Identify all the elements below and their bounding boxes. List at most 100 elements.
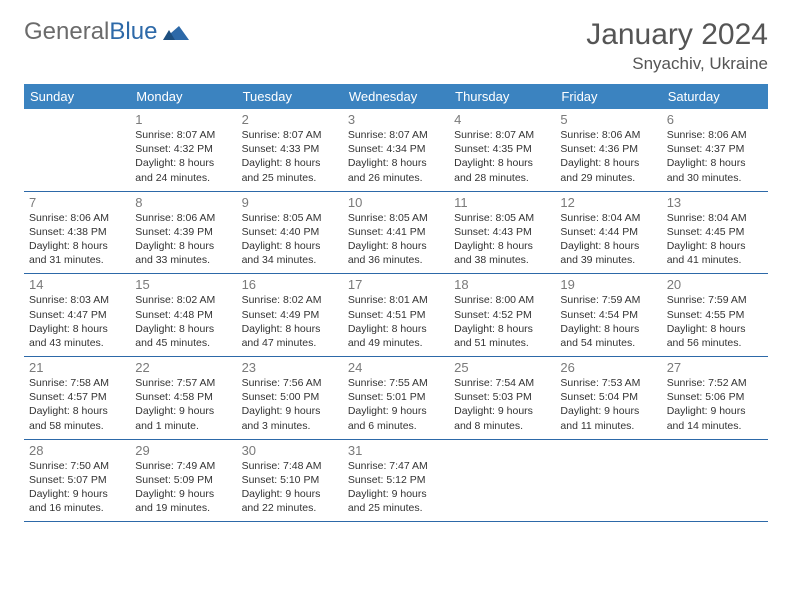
logo-text-1: General [24,18,109,46]
logo-text-2: Blue [109,18,157,46]
calendar-cell: 26Sunrise: 7:53 AMSunset: 5:04 PMDayligh… [555,357,661,440]
calendar-cell: 5Sunrise: 8:06 AMSunset: 4:36 PMDaylight… [555,109,661,191]
day-number: 12 [560,195,656,210]
day-info: Sunrise: 8:07 AMSunset: 4:32 PMDaylight:… [135,128,231,185]
day-number: 16 [242,277,338,292]
day-info: Sunrise: 7:56 AMSunset: 5:00 PMDaylight:… [242,376,338,433]
day-number: 18 [454,277,550,292]
day-info: Sunrise: 8:07 AMSunset: 4:34 PMDaylight:… [348,128,444,185]
weekday-header: Monday [130,84,236,109]
day-number: 23 [242,360,338,375]
location: Snyachiv, Ukraine [586,54,768,74]
calendar-cell: 16Sunrise: 8:02 AMSunset: 4:49 PMDayligh… [237,274,343,357]
calendar-cell: 31Sunrise: 7:47 AMSunset: 5:12 PMDayligh… [343,439,449,522]
calendar-cell: 14Sunrise: 8:03 AMSunset: 4:47 PMDayligh… [24,274,130,357]
calendar-cell: 15Sunrise: 8:02 AMSunset: 4:48 PMDayligh… [130,274,236,357]
day-info: Sunrise: 8:06 AMSunset: 4:36 PMDaylight:… [560,128,656,185]
calendar-cell: 3Sunrise: 8:07 AMSunset: 4:34 PMDaylight… [343,109,449,191]
day-info: Sunrise: 7:49 AMSunset: 5:09 PMDaylight:… [135,459,231,516]
calendar-cell: 30Sunrise: 7:48 AMSunset: 5:10 PMDayligh… [237,439,343,522]
weekday-header: Thursday [449,84,555,109]
day-info: Sunrise: 7:48 AMSunset: 5:10 PMDaylight:… [242,459,338,516]
day-number: 27 [667,360,763,375]
calendar-cell: 9Sunrise: 8:05 AMSunset: 4:40 PMDaylight… [237,191,343,274]
day-info: Sunrise: 8:07 AMSunset: 4:33 PMDaylight:… [242,128,338,185]
calendar-cell: 13Sunrise: 8:04 AMSunset: 4:45 PMDayligh… [662,191,768,274]
day-number: 21 [29,360,125,375]
day-number: 1 [135,112,231,127]
day-info: Sunrise: 7:58 AMSunset: 4:57 PMDaylight:… [29,376,125,433]
day-info: Sunrise: 8:06 AMSunset: 4:38 PMDaylight:… [29,211,125,268]
calendar-week-row: 28Sunrise: 7:50 AMSunset: 5:07 PMDayligh… [24,439,768,522]
calendar-cell [449,439,555,522]
day-number: 19 [560,277,656,292]
day-info: Sunrise: 8:07 AMSunset: 4:35 PMDaylight:… [454,128,550,185]
weekday-header-row: SundayMondayTuesdayWednesdayThursdayFrid… [24,84,768,109]
calendar-table: SundayMondayTuesdayWednesdayThursdayFrid… [24,84,768,522]
calendar-cell: 24Sunrise: 7:55 AMSunset: 5:01 PMDayligh… [343,357,449,440]
calendar-body: 1Sunrise: 8:07 AMSunset: 4:32 PMDaylight… [24,109,768,522]
calendar-week-row: 14Sunrise: 8:03 AMSunset: 4:47 PMDayligh… [24,274,768,357]
calendar-cell: 20Sunrise: 7:59 AMSunset: 4:55 PMDayligh… [662,274,768,357]
day-info: Sunrise: 8:04 AMSunset: 4:44 PMDaylight:… [560,211,656,268]
day-info: Sunrise: 8:02 AMSunset: 4:49 PMDaylight:… [242,293,338,350]
day-number: 25 [454,360,550,375]
day-number: 8 [135,195,231,210]
day-number: 7 [29,195,125,210]
calendar-cell: 1Sunrise: 8:07 AMSunset: 4:32 PMDaylight… [130,109,236,191]
month-title: January 2024 [586,18,768,52]
day-info: Sunrise: 8:04 AMSunset: 4:45 PMDaylight:… [667,211,763,268]
weekday-header: Friday [555,84,661,109]
day-info: Sunrise: 7:50 AMSunset: 5:07 PMDaylight:… [29,459,125,516]
day-info: Sunrise: 8:03 AMSunset: 4:47 PMDaylight:… [29,293,125,350]
calendar-cell: 12Sunrise: 8:04 AMSunset: 4:44 PMDayligh… [555,191,661,274]
day-number: 26 [560,360,656,375]
day-info: Sunrise: 7:54 AMSunset: 5:03 PMDaylight:… [454,376,550,433]
calendar-cell: 21Sunrise: 7:58 AMSunset: 4:57 PMDayligh… [24,357,130,440]
calendar-cell: 23Sunrise: 7:56 AMSunset: 5:00 PMDayligh… [237,357,343,440]
calendar-cell: 17Sunrise: 8:01 AMSunset: 4:51 PMDayligh… [343,274,449,357]
day-info: Sunrise: 8:05 AMSunset: 4:43 PMDaylight:… [454,211,550,268]
day-info: Sunrise: 7:59 AMSunset: 4:54 PMDaylight:… [560,293,656,350]
day-number: 3 [348,112,444,127]
day-number: 6 [667,112,763,127]
calendar-cell: 28Sunrise: 7:50 AMSunset: 5:07 PMDayligh… [24,439,130,522]
day-number: 4 [454,112,550,127]
day-number: 22 [135,360,231,375]
calendar-cell: 2Sunrise: 8:07 AMSunset: 4:33 PMDaylight… [237,109,343,191]
day-number: 17 [348,277,444,292]
day-info: Sunrise: 7:55 AMSunset: 5:01 PMDaylight:… [348,376,444,433]
calendar-cell [555,439,661,522]
day-number: 29 [135,443,231,458]
header: GeneralBlue January 2024 Snyachiv, Ukrai… [24,18,768,74]
weekday-header: Saturday [662,84,768,109]
calendar-cell: 7Sunrise: 8:06 AMSunset: 4:38 PMDaylight… [24,191,130,274]
calendar-cell: 27Sunrise: 7:52 AMSunset: 5:06 PMDayligh… [662,357,768,440]
day-number: 15 [135,277,231,292]
day-number: 10 [348,195,444,210]
calendar-cell [24,109,130,191]
day-info: Sunrise: 8:02 AMSunset: 4:48 PMDaylight:… [135,293,231,350]
day-info: Sunrise: 8:05 AMSunset: 4:40 PMDaylight:… [242,211,338,268]
day-info: Sunrise: 7:59 AMSunset: 4:55 PMDaylight:… [667,293,763,350]
calendar-cell: 8Sunrise: 8:06 AMSunset: 4:39 PMDaylight… [130,191,236,274]
weekday-header: Tuesday [237,84,343,109]
calendar-week-row: 7Sunrise: 8:06 AMSunset: 4:38 PMDaylight… [24,191,768,274]
calendar-cell: 6Sunrise: 8:06 AMSunset: 4:37 PMDaylight… [662,109,768,191]
calendar-cell: 4Sunrise: 8:07 AMSunset: 4:35 PMDaylight… [449,109,555,191]
calendar-cell: 25Sunrise: 7:54 AMSunset: 5:03 PMDayligh… [449,357,555,440]
day-number: 31 [348,443,444,458]
day-number: 30 [242,443,338,458]
calendar-week-row: 21Sunrise: 7:58 AMSunset: 4:57 PMDayligh… [24,357,768,440]
day-info: Sunrise: 8:01 AMSunset: 4:51 PMDaylight:… [348,293,444,350]
logo: GeneralBlue [24,18,191,46]
calendar-cell [662,439,768,522]
day-number: 28 [29,443,125,458]
day-number: 9 [242,195,338,210]
weekday-header: Wednesday [343,84,449,109]
day-number: 14 [29,277,125,292]
calendar-week-row: 1Sunrise: 8:07 AMSunset: 4:32 PMDaylight… [24,109,768,191]
day-info: Sunrise: 7:53 AMSunset: 5:04 PMDaylight:… [560,376,656,433]
calendar-cell: 19Sunrise: 7:59 AMSunset: 4:54 PMDayligh… [555,274,661,357]
calendar-cell: 22Sunrise: 7:57 AMSunset: 4:58 PMDayligh… [130,357,236,440]
